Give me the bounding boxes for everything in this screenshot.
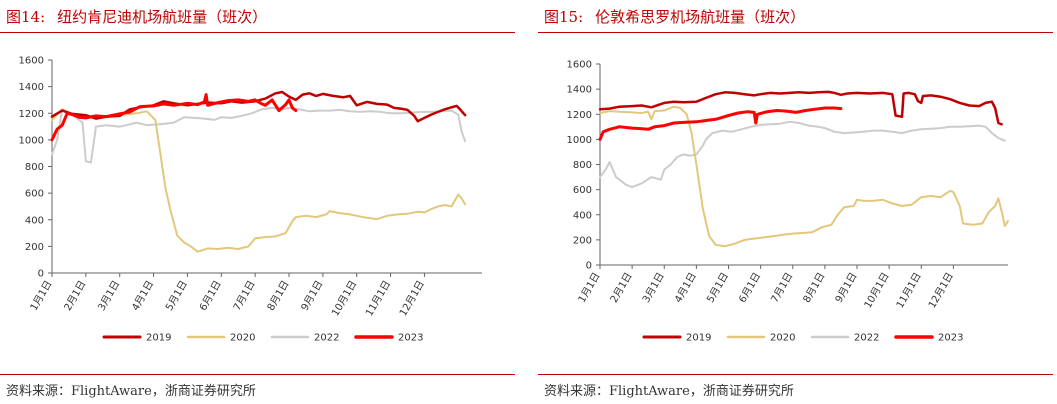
y-tick-label: 1000 <box>19 135 44 146</box>
x-tick-label: 11月1日 <box>363 279 393 319</box>
x-tick-label: 10月1日 <box>862 271 892 311</box>
title-divider <box>538 32 1053 33</box>
x-tick-label: 4月1日 <box>129 279 156 313</box>
x-tick-label: 11月1日 <box>894 271 924 311</box>
legend-label-2023: 2023 <box>398 333 423 344</box>
y-tick-label: 200 <box>25 242 44 253</box>
title-divider <box>0 32 515 33</box>
series-line-2022 <box>51 106 467 164</box>
series-line-2020 <box>599 105 1009 248</box>
x-tick-label: 7月1日 <box>231 279 258 313</box>
chart-panel-jfk: 图14: 纽约肯尼迪机场航班量（班次） 0 200 400 600 800 1000 1200… <box>0 0 519 404</box>
y-tick-label: 400 <box>25 215 44 226</box>
x-tick-label: 6月1日 <box>197 279 224 313</box>
y-tick-label: 0 <box>38 269 44 280</box>
y-tick-label: 1600 <box>19 56 44 67</box>
line-chart-lhr: 0 200 400 600 800 1000 1200 1400 1600 1月1日 2月1日 3月1… <box>567 60 1009 344</box>
source-divider <box>538 374 1053 375</box>
x-tick-label: 7月1日 <box>769 271 796 305</box>
x-tick-label: 4月1日 <box>672 271 699 305</box>
x-tick-label: 10月1日 <box>329 279 359 319</box>
x-tick-label: 12月1日 <box>926 271 956 311</box>
series-line-2023 <box>50 93 298 142</box>
chart-title: 图15: 伦敦希思罗机场航班量（班次） <box>544 6 805 27</box>
x-tick-label: 1月1日 <box>576 271 603 305</box>
source-divider <box>0 374 515 375</box>
x-tick-label: 3月1日 <box>96 279 123 313</box>
x-tick-label: 8月1日 <box>265 279 292 313</box>
x-tick-label: 9月1日 <box>299 279 326 313</box>
series-line-2023 <box>598 106 843 141</box>
source-note: 资料来源：FlightAware，浙商证券研究所 <box>544 384 794 399</box>
legend-label-2020: 2020 <box>770 333 795 344</box>
series-line-2020 <box>51 108 467 253</box>
x-tick-label: 5月1日 <box>163 279 190 313</box>
x-tick-label: 6月1日 <box>736 271 763 305</box>
legend-label-2022: 2022 <box>314 333 339 344</box>
y-tick-label: 1400 <box>19 82 44 93</box>
y-tick-label: 600 <box>25 189 44 200</box>
y-tick-label: 1200 <box>567 110 592 121</box>
figure-title: 纽约肯尼迪机场航班量（班次） <box>57 8 268 26</box>
source-note: 资料来源：FlightAware，浙商证券研究所 <box>6 384 256 399</box>
x-tick-label: 5月1日 <box>704 271 731 305</box>
x-tick-label: 2月1日 <box>62 279 89 313</box>
legend-label-2022: 2022 <box>854 333 879 344</box>
x-tick-label: 1月1日 <box>28 279 55 313</box>
figure-number: 图14: <box>6 8 46 26</box>
x-tick-label: 8月1日 <box>801 271 828 305</box>
series-line-2022 <box>599 120 1006 189</box>
y-tick-label: 200 <box>573 235 592 246</box>
y-tick-label: 600 <box>573 185 592 196</box>
chart-title: 图14: 纽约肯尼迪机场航班量（班次） <box>6 6 267 27</box>
x-tick-label: 9月1日 <box>833 271 860 305</box>
series-line-2019 <box>50 90 467 123</box>
y-tick-label: 1200 <box>19 109 44 120</box>
y-tick-label: 1400 <box>567 85 592 96</box>
y-tick-label: 1000 <box>567 135 592 146</box>
line-chart-jfk: 0 200 400 600 800 1000 1200 1400 1600 1月1日 2月1日 3月1… <box>19 56 482 344</box>
series-line-2019 <box>598 90 1003 126</box>
y-tick-label: 0 <box>586 261 592 272</box>
chart-panel-lhr: 图15: 伦敦希思罗机场航班量（班次） 0 200 400 600 800 1000 1200… <box>538 0 1057 404</box>
legend-label-2019: 2019 <box>146 333 171 344</box>
y-tick-label: 400 <box>573 210 592 221</box>
legend-label-2023: 2023 <box>938 333 963 344</box>
y-tick-label: 1600 <box>567 60 592 71</box>
figure-number: 图15: <box>544 8 584 26</box>
legend-label-2019: 2019 <box>686 333 711 344</box>
y-tick-label: 800 <box>573 160 592 171</box>
legend-label-2020: 2020 <box>230 333 255 344</box>
x-tick-label: 12月1日 <box>397 279 427 319</box>
x-tick-label: 2月1日 <box>608 271 635 305</box>
y-tick-label: 800 <box>25 162 44 173</box>
figure-title: 伦敦希思罗机场航班量（班次） <box>595 8 806 26</box>
x-tick-label: 3月1日 <box>640 271 667 305</box>
